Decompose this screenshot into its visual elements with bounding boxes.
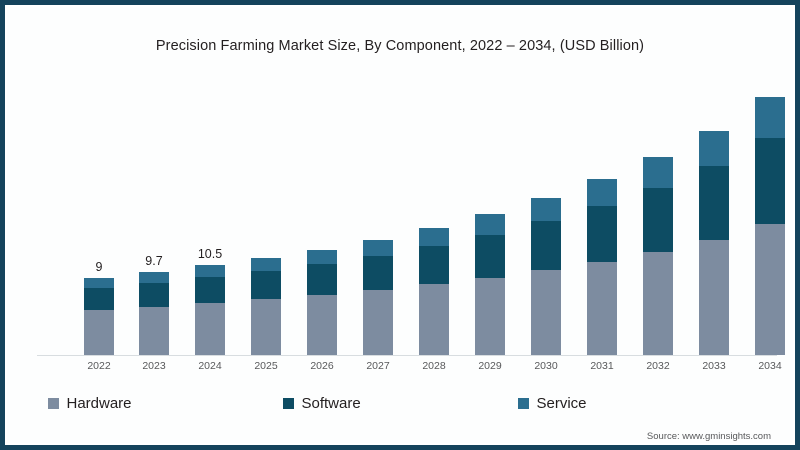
bar-2024: 10.5	[195, 247, 225, 355]
x-tick-2024: 2024	[198, 360, 222, 372]
source-attribution: Source: www.gminsights.com	[646, 431, 771, 442]
bar-2026	[307, 250, 337, 355]
bar-segment-hardware-2028	[419, 284, 449, 355]
page-title: Precision Farming Market Size, By Compon…	[155, 38, 645, 54]
legend-item-hardware[interactable]: Hardware	[47, 395, 283, 412]
bar-segment-service-2034	[755, 97, 785, 138]
x-tick-2030: 2030	[534, 360, 558, 372]
bar-segment-hardware-2030	[531, 270, 561, 355]
bar-segment-service-2022	[84, 278, 114, 288]
bar-2032	[643, 157, 673, 355]
x-tick-2027: 2027	[366, 360, 390, 372]
x-tick-2034: 2034	[758, 360, 782, 372]
plot-area: 9 9.7 10.5	[37, 77, 785, 356]
bar-segment-service-2030	[531, 198, 561, 221]
x-axis-tick-labels: 2022 2023 2024 2025 2026 2027 2028 2029 2030 2031…	[37, 360, 781, 378]
x-tick-2023: 2023	[142, 360, 166, 372]
bar-segment-hardware-2022	[84, 310, 114, 355]
legend-swatch-icon-hardware	[47, 398, 59, 409]
legend-swatch-icon-software	[282, 398, 294, 409]
chart-legend: Hardware Software Service	[7, 395, 793, 412]
bar-segment-software-2024	[195, 277, 225, 303]
bar-segment-software-2029	[475, 235, 505, 278]
bar-segment-software-2033	[699, 166, 729, 240]
legend-label-hardware: Hardware	[66, 395, 132, 412]
bar-segment-service-2031	[587, 179, 617, 206]
chart-canvas: Precision Farming Market Size, By Compon…	[5, 5, 795, 445]
bar-segment-service-2032	[643, 157, 673, 188]
bar-segment-service-2033	[699, 131, 729, 166]
x-tick-2026: 2026	[310, 360, 334, 372]
bar-2023: 9.7	[139, 254, 169, 355]
bar-segment-hardware-2032	[643, 252, 673, 355]
bar-2030	[531, 198, 561, 355]
bar-segment-service-2027	[363, 240, 393, 256]
bar-segment-software-2032	[643, 188, 673, 252]
bar-segment-hardware-2033	[699, 240, 729, 355]
bar-segment-hardware-2031	[587, 262, 617, 355]
axis-baseline	[37, 355, 777, 356]
bar-segment-hardware-2034	[755, 224, 785, 355]
bar-segment-hardware-2023	[139, 307, 169, 355]
x-tick-2031: 2031	[590, 360, 614, 372]
legend-label-service: Service	[536, 395, 587, 412]
bar-value-label-2023: 9.7	[145, 254, 163, 268]
bar-value-label-2022: 9	[95, 260, 103, 274]
bar-2027	[363, 240, 393, 355]
bar-2031	[587, 179, 617, 355]
legend-item-service[interactable]: Service	[517, 395, 753, 412]
bar-segment-hardware-2025	[251, 299, 281, 355]
bar-segment-service-2028	[419, 228, 449, 246]
bar-segment-software-2030	[531, 221, 561, 270]
bar-segment-software-2031	[587, 206, 617, 262]
bar-segment-hardware-2024	[195, 303, 225, 355]
legend-swatch-icon-service	[517, 398, 529, 409]
bar-2025	[251, 258, 281, 355]
bar-segment-service-2025	[251, 258, 281, 271]
bar-segment-software-2022	[84, 288, 114, 310]
x-tick-2022: 2022	[87, 360, 111, 372]
bar-value-label-2024: 10.5	[197, 247, 223, 261]
x-tick-2028: 2028	[422, 360, 446, 372]
bar-segment-hardware-2027	[363, 290, 393, 355]
bar-2029	[475, 214, 505, 355]
bar-segment-service-2029	[475, 214, 505, 235]
x-tick-2029: 2029	[478, 360, 502, 372]
legend-label-software: Software	[301, 395, 361, 412]
x-tick-2032: 2032	[646, 360, 670, 372]
bar-segment-software-2026	[307, 264, 337, 295]
bar-2022: 9	[84, 260, 114, 355]
bar-segment-software-2028	[419, 246, 449, 284]
bar-2034	[755, 97, 785, 355]
bar-2028	[419, 228, 449, 355]
bar-segment-service-2023	[139, 272, 169, 283]
bar-segment-software-2025	[251, 271, 281, 299]
bar-segment-hardware-2029	[475, 278, 505, 355]
bar-segment-service-2024	[195, 265, 225, 277]
bar-segment-software-2023	[139, 283, 169, 307]
bar-segment-hardware-2026	[307, 295, 337, 355]
bar-segment-software-2027	[363, 256, 393, 290]
bar-segment-software-2034	[755, 138, 785, 224]
bar-segment-service-2026	[307, 250, 337, 264]
x-tick-2033: 2033	[702, 360, 726, 372]
x-tick-2025: 2025	[254, 360, 278, 372]
bar-2033	[699, 131, 729, 355]
legend-item-software[interactable]: Software	[282, 395, 518, 412]
